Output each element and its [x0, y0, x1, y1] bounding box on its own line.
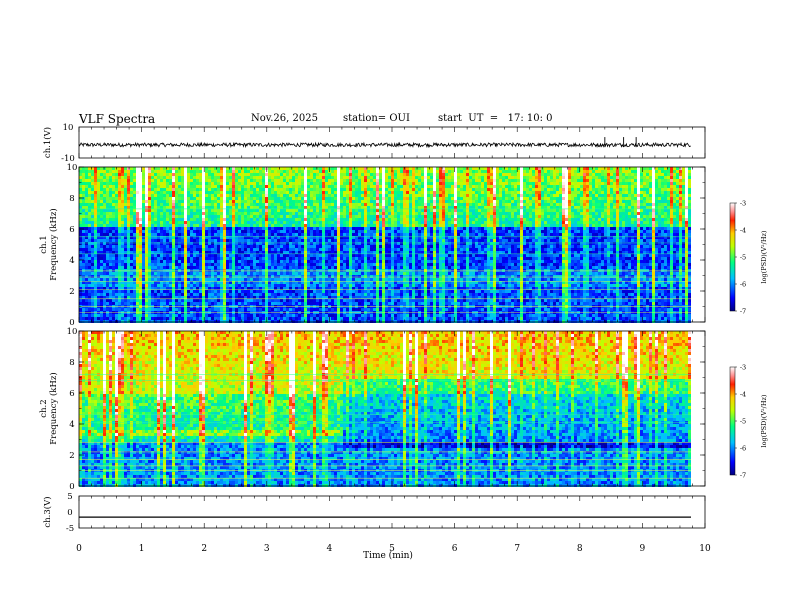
- time-tick-label: 1: [139, 544, 145, 554]
- ch2-freq-tick-label: 4: [69, 420, 74, 430]
- panels-layer: [78, 137, 705, 518]
- ch2-colorbar-tick-label: -3: [740, 364, 746, 372]
- time-tick-label: 6: [452, 544, 458, 554]
- ch1-spectrogram-plot: [79, 167, 705, 323]
- ch2-freq-tick-label: 6: [69, 389, 74, 399]
- time-tick-label: 5: [389, 544, 395, 554]
- ch2-colorbar: -3 -4 -5 -6 -7 log(PSD)(V²/Hz): [729, 364, 768, 480]
- ch3-waveform-tick-label: 0: [67, 508, 72, 518]
- time-tick-label: 2: [201, 544, 207, 554]
- ch1-colorbar-tick-label: -5: [740, 254, 746, 262]
- ch1-colorbar-tick-label: -4: [740, 227, 746, 235]
- time-tick-label: 7: [514, 544, 520, 554]
- ch2-colorbar-gradient: [729, 366, 736, 476]
- time-tick-label: 4: [327, 544, 333, 554]
- ch1-freq-tick-label: 6: [69, 225, 74, 235]
- ch1-freq-tick-label: 8: [69, 194, 74, 204]
- ch1-spectrogram-channel-label: ch.1: [39, 235, 49, 253]
- ch1-colorbar-tick-label: -7: [740, 308, 746, 316]
- ch1-spectrogram-ylabel: Frequency (kHz): [48, 208, 59, 280]
- ch1-colorbar-label: log(PSD)(V²/Hz): [760, 230, 768, 283]
- ch1-waveform-tick-label: 10: [63, 123, 74, 133]
- start-time-label: start UT = 17: 10: 0: [438, 113, 553, 124]
- ch2-colorbar-tick-label: -7: [740, 472, 746, 480]
- figure-title: VLF Spectra: [79, 112, 155, 126]
- time-tick-label: 10: [699, 544, 711, 554]
- ch2-freq-tick-label: 8: [69, 358, 74, 368]
- date-label: Nov.26, 2025: [251, 113, 318, 124]
- ch2-colorbar-tick-label: -5: [740, 418, 746, 426]
- time-axis-label: Time (min): [363, 550, 413, 561]
- station-label: station= OUI: [343, 113, 410, 124]
- time-tick-label: 8: [577, 544, 583, 554]
- ch1-colorbar-tick-label: -3: [740, 200, 746, 208]
- ch1-colorbar-gradient: [729, 202, 736, 312]
- ch2-spectrogram-ylabel: Frequency (kHz): [48, 372, 59, 444]
- ch2-freq-tick-label: 0: [69, 482, 74, 492]
- ch3-waveform-ylabel: ch.3(V): [42, 496, 53, 527]
- time-tick-label: 0: [76, 544, 82, 554]
- ch2-colorbar-label: log(PSD)(V²/Hz): [760, 394, 768, 447]
- ch2-freq-tick-label: 2: [69, 451, 74, 461]
- ch2-spectrogram-channel-label: ch.2: [39, 399, 49, 417]
- ch2-freq-tick-label: 10: [67, 327, 78, 337]
- ch1-freq-tick-label: 2: [69, 287, 74, 297]
- ch1-colorbar: -3 -4 -5 -6 -7 log(PSD)(V²/Hz): [729, 200, 768, 316]
- ch2-colorbar-tick-label: -4: [740, 391, 746, 399]
- ch1-waveform-tick-label: -10: [61, 154, 75, 164]
- ch1-waveform-ylabel: ch.1(V): [42, 127, 53, 158]
- time-tick-label: 9: [640, 544, 646, 554]
- ch1-freq-tick-label: 4: [69, 256, 74, 266]
- ch2-spectrogram-plot: [79, 331, 705, 487]
- ch1-freq-tick-label: 0: [69, 318, 74, 328]
- ch3-waveform-tick-label: 5: [67, 492, 72, 502]
- ch1-freq-tick-label: 10: [67, 163, 78, 173]
- time-tick-label: 3: [264, 544, 270, 554]
- ch1-waveform-line: [78, 141, 691, 149]
- ch3-waveform-tick-label: -5: [66, 524, 74, 534]
- ch1-colorbar-tick-label: -6: [740, 281, 746, 289]
- ch2-colorbar-tick-label: -6: [740, 445, 746, 453]
